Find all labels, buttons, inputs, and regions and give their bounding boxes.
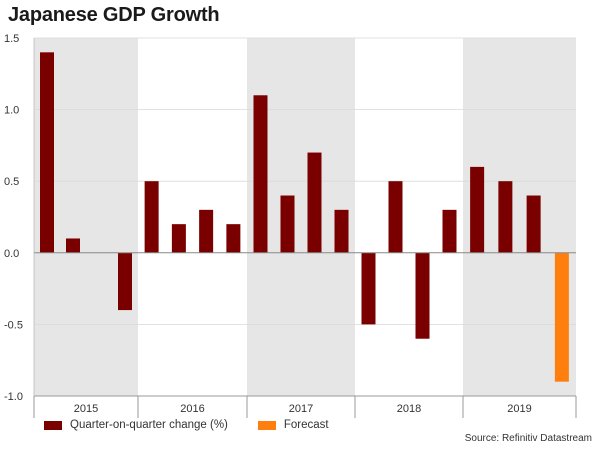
bar-qoq bbox=[253, 95, 268, 253]
bar-qoq bbox=[171, 224, 186, 253]
y-tick-label: 0.5 bbox=[4, 176, 19, 188]
x-tick-label-year: 2017 bbox=[289, 403, 313, 415]
bar-qoq bbox=[280, 195, 295, 253]
bar-qoq bbox=[118, 252, 132, 311]
bars-layer bbox=[40, 52, 569, 382]
year-shading-layer bbox=[34, 38, 576, 396]
bar-qoq bbox=[526, 195, 541, 253]
bar-qoq bbox=[470, 166, 485, 253]
bar-qoq bbox=[199, 209, 214, 253]
legend-label-forecast: Forecast bbox=[283, 419, 329, 431]
y-tick-label: 1.0 bbox=[4, 105, 19, 117]
y-tick-label: -0.5 bbox=[4, 319, 23, 331]
bar-qoq bbox=[415, 252, 430, 339]
legend-item-forecast: Forecast bbox=[257, 419, 329, 431]
bar-qoq bbox=[361, 252, 376, 325]
bar-qoq bbox=[40, 52, 54, 253]
bar-qoq bbox=[66, 238, 80, 253]
y-tick-label: -1.0 bbox=[4, 391, 23, 403]
legend-swatch-qoq bbox=[44, 420, 62, 430]
axis-layer: 1.5 1.0 0.5 0.0 -0.5 -1.0 2015 2016 2017 2018 2019 bbox=[4, 33, 577, 418]
legend-label-qoq: Quarter-on-quarter change (%) bbox=[70, 419, 228, 431]
bar-qoq bbox=[498, 181, 513, 253]
bar-forecast bbox=[554, 252, 569, 382]
y-tick-label: 1.5 bbox=[4, 33, 19, 45]
legend: Quarter-on-quarter change (%) Forecast bbox=[44, 419, 359, 431]
source-note: Source: Refinitiv Datastream bbox=[464, 433, 592, 444]
y-tick-label: 0.0 bbox=[4, 248, 19, 260]
chart-title: Japanese GDP Growth bbox=[8, 4, 220, 26]
bar-qoq bbox=[388, 181, 403, 253]
legend-swatch-forecast bbox=[257, 420, 276, 430]
bar-qoq bbox=[226, 224, 241, 253]
bar-qoq bbox=[307, 152, 322, 253]
x-tick-label-year: 2018 bbox=[397, 403, 421, 415]
x-tick-label-year: 2019 bbox=[507, 403, 531, 415]
bar-qoq bbox=[442, 209, 457, 253]
x-tick-label-year: 2016 bbox=[180, 403, 204, 415]
bar-qoq bbox=[334, 209, 349, 253]
x-tick-label-year: 2015 bbox=[74, 403, 98, 415]
legend-item-qoq: Quarter-on-quarter change (%) bbox=[44, 419, 228, 431]
bar-qoq bbox=[144, 181, 159, 253]
